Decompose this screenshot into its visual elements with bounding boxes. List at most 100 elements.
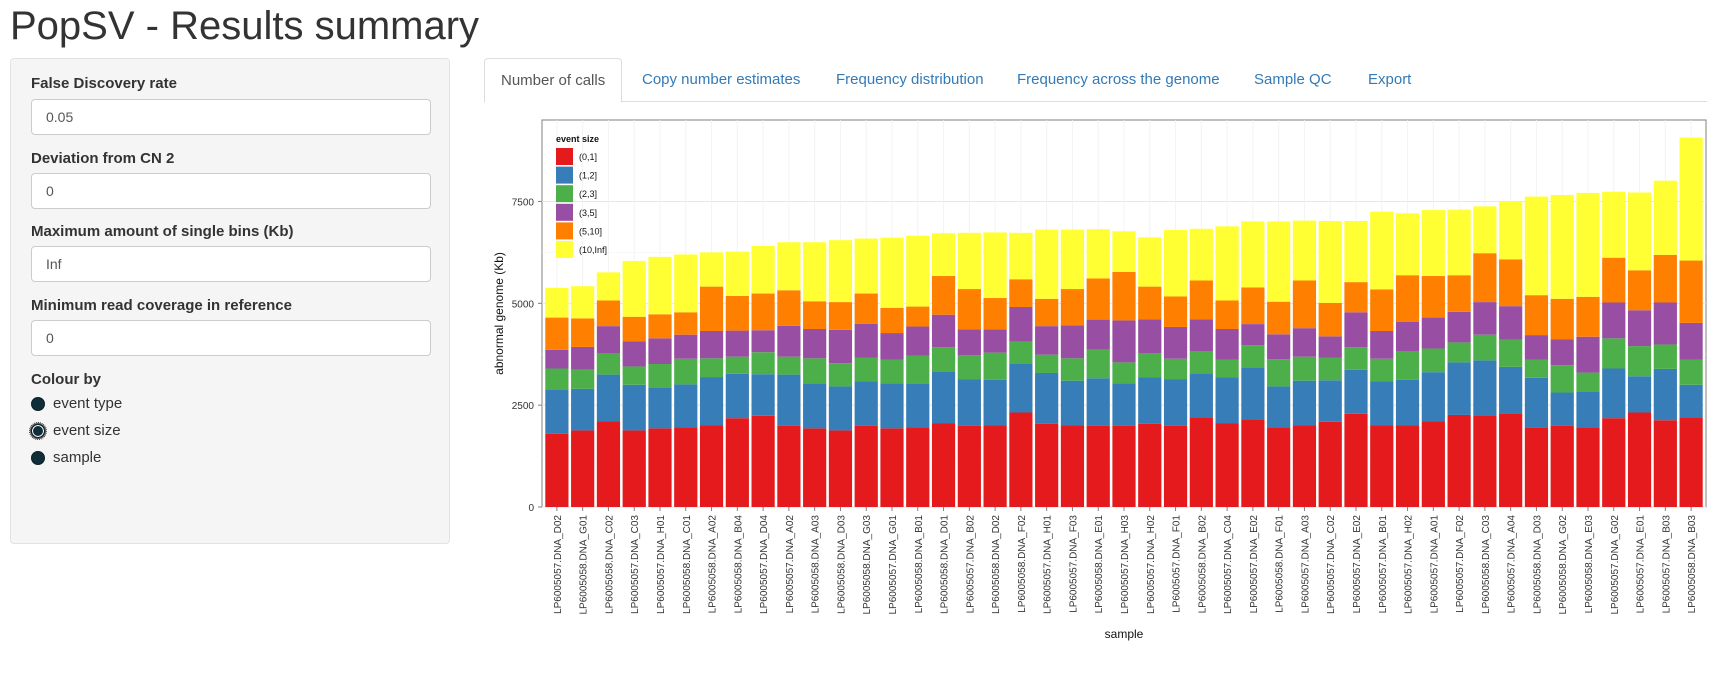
x-tick-label: LP6005058.DNA_G02: [1558, 515, 1569, 615]
x-tick-label: LP6005058.DNA_E03: [1584, 515, 1595, 614]
bar-segment: [803, 328, 827, 359]
bar-segment: [725, 373, 749, 419]
bar-segment: [1679, 384, 1703, 418]
x-tick-label: LP6005057.DNA_H03: [1120, 515, 1131, 614]
radio-event-type-dot[interactable]: [31, 396, 45, 411]
radio-event-size-dot[interactable]: [29, 421, 47, 440]
min-coverage-input[interactable]: [31, 320, 431, 356]
bar-segment: [545, 433, 569, 507]
radio-event-type[interactable]: event type: [31, 395, 122, 412]
bar-segment: [1138, 286, 1162, 320]
bar-segment: [1576, 296, 1600, 337]
bar-segment: [1627, 192, 1652, 271]
radio-event-size-label: event size: [53, 422, 121, 439]
bar-segment: [828, 363, 853, 387]
bar-segment: [1421, 372, 1445, 422]
bar-segment: [1112, 231, 1136, 272]
bar-segment: [1009, 306, 1033, 342]
max-single-bins-input[interactable]: [31, 246, 431, 282]
bar-segment: [1292, 328, 1317, 357]
bar-segment: [1550, 425, 1574, 507]
bar-segment: [828, 302, 853, 330]
x-tick-label: LP6005058.DNA_C02: [604, 515, 615, 614]
radio-event-size[interactable]: event size: [29, 421, 121, 440]
bar-segment: [1163, 229, 1188, 297]
bar-segment: [1060, 380, 1085, 426]
bar-segment: [1138, 377, 1162, 424]
bar-segment: [828, 430, 853, 507]
bar-segment: [983, 379, 1007, 426]
bar-segment: [1241, 345, 1265, 368]
bar-segment: [803, 242, 827, 302]
radio-sample-dot[interactable]: [31, 450, 45, 465]
bar-segment: [571, 369, 595, 389]
tab-frequency-across-genome[interactable]: Frequency across the genome: [1017, 71, 1220, 88]
legend-label: (2,3]: [579, 189, 597, 199]
bar-segment: [545, 317, 569, 350]
bar-segment: [1086, 229, 1110, 279]
tab-export[interactable]: Export: [1368, 71, 1412, 88]
bar-segment: [1499, 201, 1523, 260]
x-tick-label: LP6005057.DNA_G02: [1610, 515, 1621, 615]
bar-segment: [1421, 210, 1445, 277]
bar-segment: [1524, 295, 1549, 336]
deviation-input[interactable]: [31, 173, 431, 209]
bar-segment: [1241, 324, 1265, 346]
x-tick-label: LP6005057.DNA_C04: [1223, 515, 1234, 614]
bar-segment: [751, 293, 775, 331]
x-tick-label: LP6005057.DNA_H02: [1404, 515, 1415, 614]
bar-segment: [1421, 276, 1445, 318]
bar-segment: [1602, 338, 1626, 369]
bar-segment: [1550, 339, 1574, 366]
legend-swatch: [556, 241, 573, 258]
bar-segment: [1447, 362, 1471, 415]
bar-segment: [1112, 362, 1136, 384]
bar-segment: [1163, 326, 1188, 359]
legend-swatch: [556, 203, 573, 221]
bar-segment: [983, 232, 1007, 299]
bar-segment: [1189, 351, 1213, 374]
bar-segment: [1499, 339, 1523, 367]
fdr-label: False Discovery rate: [31, 75, 177, 92]
bar-segment: [880, 333, 904, 360]
tab-frequency-distribution[interactable]: Frequency distribution: [836, 71, 984, 88]
bar-segment: [1138, 319, 1162, 354]
radio-event-type-label: event type: [53, 395, 123, 412]
bar-segment: [622, 316, 646, 342]
bar-segment: [1602, 302, 1626, 339]
bar-segment: [699, 286, 724, 332]
bar-segment: [1009, 412, 1033, 507]
bar-segment: [1292, 425, 1317, 507]
bar-segment: [983, 298, 1007, 330]
bar-segment: [906, 306, 930, 327]
bar-segment: [1241, 419, 1265, 507]
bar-segment: [596, 421, 621, 507]
bar-segment: [854, 323, 878, 358]
bar-segment: [571, 346, 595, 370]
radio-sample[interactable]: sample: [31, 449, 101, 466]
bar-segment: [699, 377, 724, 426]
bar-segment: [1395, 275, 1420, 322]
bar-segment: [1112, 425, 1136, 507]
bar-segment: [648, 256, 672, 315]
bar-segment: [1627, 412, 1652, 507]
bar-segment: [1499, 259, 1523, 307]
bar-segment: [1344, 413, 1368, 507]
bar-segment: [1009, 363, 1033, 413]
bar-segment: [571, 286, 595, 319]
tab-sample-qc[interactable]: Sample QC: [1254, 71, 1332, 88]
bar-segment: [803, 383, 827, 429]
x-tick-label: LP6005057.DNA_H01: [656, 515, 667, 614]
bar-segment: [1163, 379, 1188, 426]
bar-segment: [1576, 391, 1600, 428]
bar-segment: [622, 366, 646, 385]
bar-segment: [880, 359, 904, 384]
bar-segment: [1035, 354, 1059, 373]
bar-segment: [957, 329, 981, 356]
tab-copy-number-estimates[interactable]: Copy number estimates: [642, 71, 801, 88]
tab-number-of-calls[interactable]: Number of calls: [484, 58, 623, 103]
fdr-input[interactable]: [31, 99, 431, 135]
x-tick-label: LP6005058.DNA_B04: [733, 515, 744, 614]
bar-segment: [725, 356, 749, 374]
bar-segment: [1112, 383, 1136, 426]
